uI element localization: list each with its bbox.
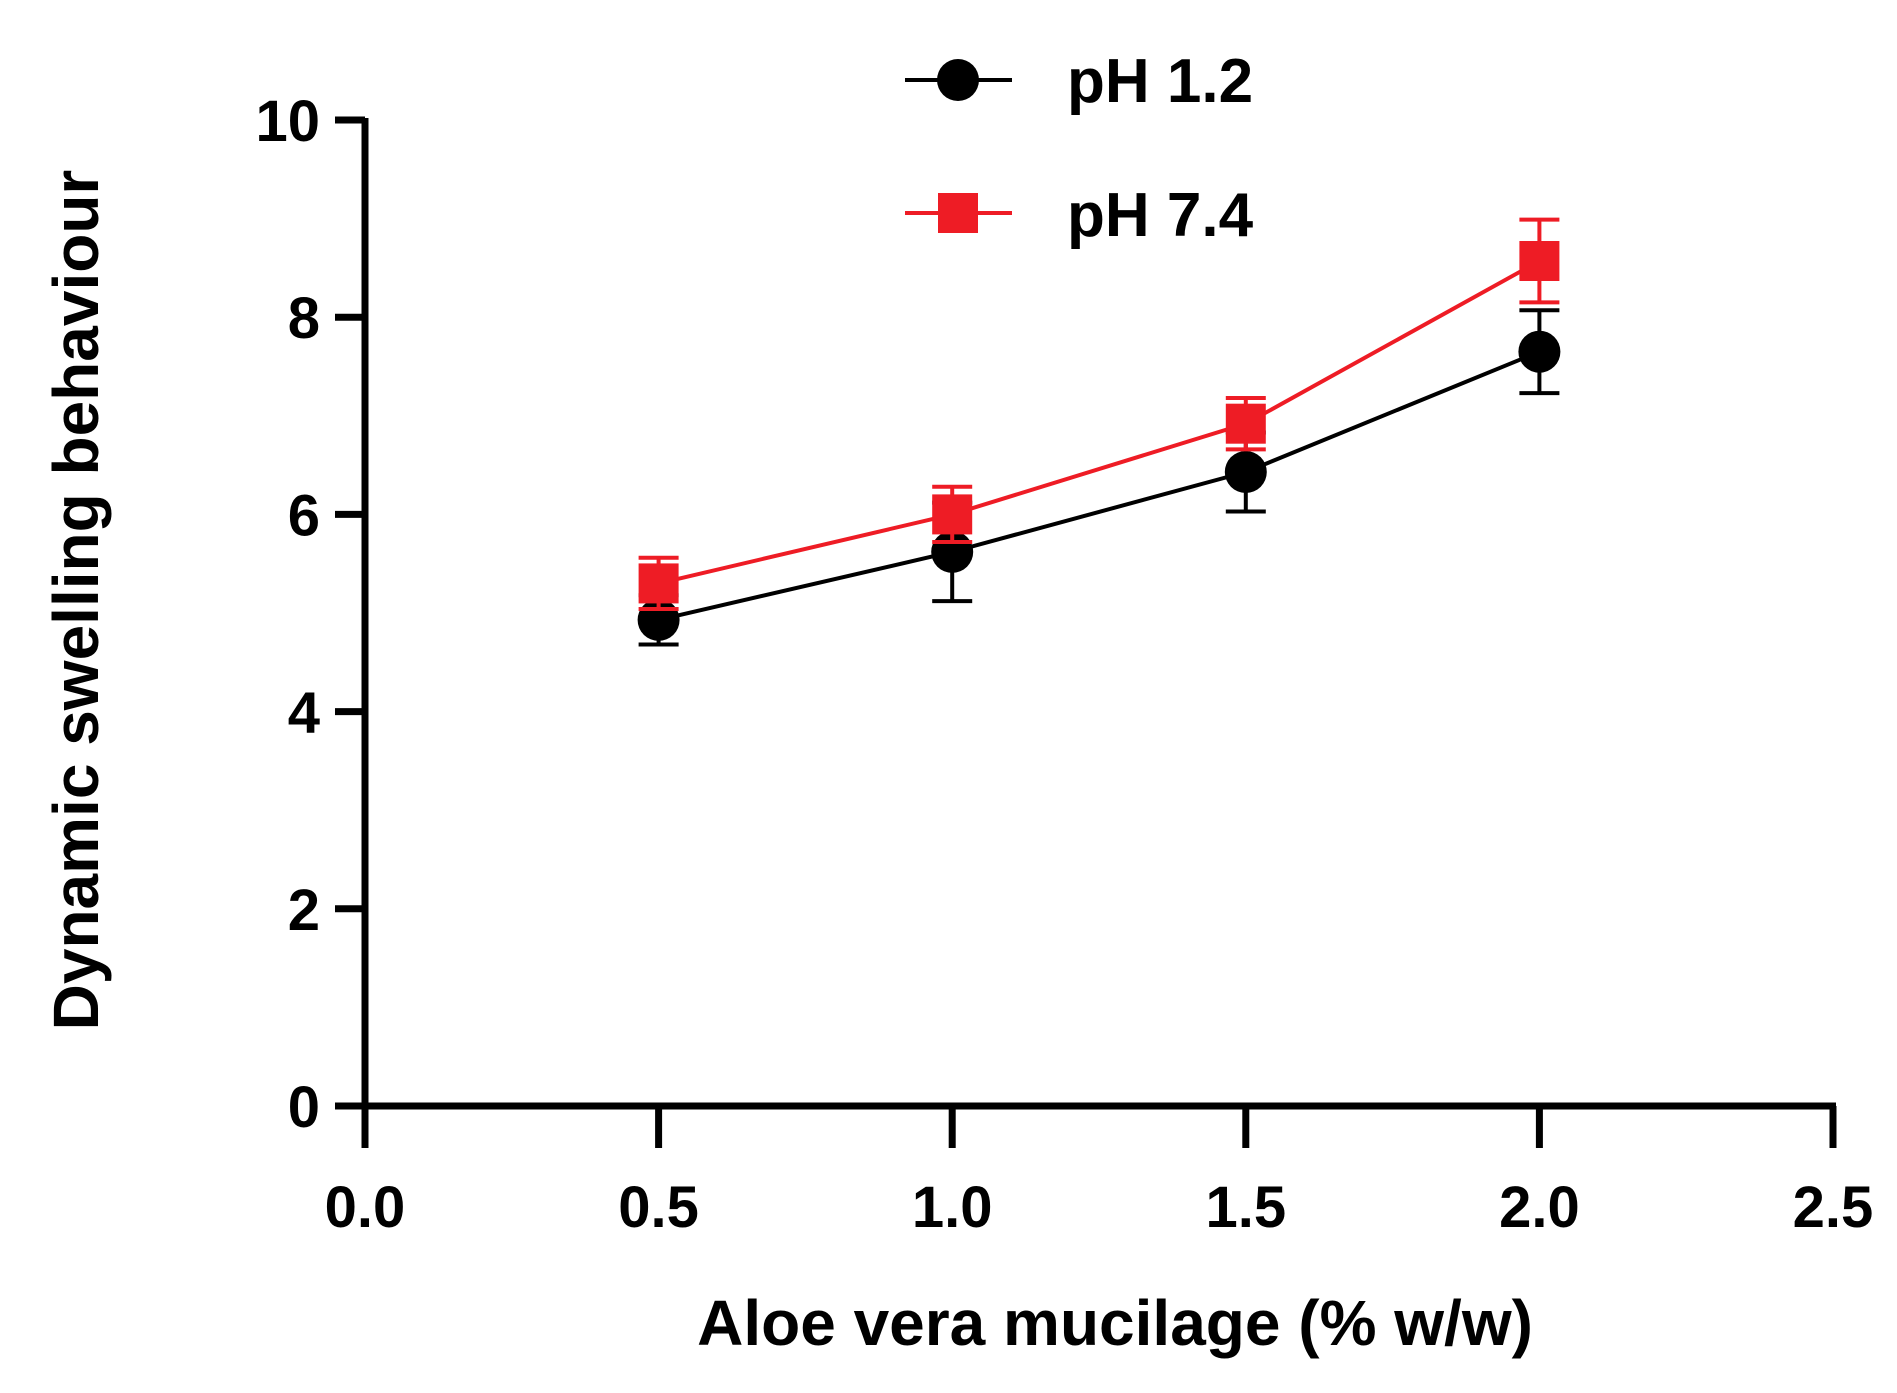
y-tick-label: 4 [288, 681, 320, 746]
legend-marker-square-icon [938, 193, 978, 233]
axes [335, 116, 1837, 1148]
legend-entry-ph-7-4: pH 7.4 [905, 181, 1254, 250]
tick-labels: 0 2 4 6 8 10 0.0 0.5 1.0 1.5 2.0 2.5 [255, 89, 1873, 1240]
x-tick-label: 0.5 [618, 1175, 699, 1240]
series-ph-7-4 [638, 217, 1560, 612]
data-point-square [1225, 403, 1266, 444]
data-point-circle [1224, 451, 1267, 494]
y-tick-label: 10 [255, 89, 320, 154]
x-axis-title: Aloe vera mucilage (% w/w) [697, 1287, 1533, 1359]
plot-area [637, 217, 1561, 647]
x-tick-label: 2.5 [1793, 1175, 1874, 1240]
legend-marker-circle-icon [937, 59, 979, 101]
x-tick-label: 0.0 [325, 1175, 406, 1240]
x-tick-label: 1.5 [1205, 1175, 1286, 1240]
data-point-square [932, 494, 973, 535]
x-tick-label: 1.0 [912, 1175, 993, 1240]
y-tick-label: 8 [288, 286, 320, 351]
legend-entry-ph-1-2: pH 1.2 [905, 47, 1253, 116]
legend-label-ph-7-4: pH 7.4 [1067, 181, 1254, 250]
legend-label-ph-1-2: pH 1.2 [1067, 47, 1253, 116]
series-line [658, 259, 1541, 586]
y-tick-label: 2 [288, 878, 320, 943]
y-axis-title: Dynamic swelling behaviour [40, 170, 112, 1031]
data-point-circle [1518, 330, 1561, 373]
y-tick-label: 0 [288, 1075, 320, 1140]
data-point-square [1519, 240, 1560, 281]
x-tick-label: 2.0 [1499, 1175, 1580, 1240]
series-ph-1-2 [637, 308, 1561, 647]
data-point-square [638, 563, 679, 604]
legend: pH 1.2 pH 7.4 [905, 47, 1254, 250]
y-tick-label: 6 [288, 483, 320, 548]
series-line [658, 349, 1541, 622]
